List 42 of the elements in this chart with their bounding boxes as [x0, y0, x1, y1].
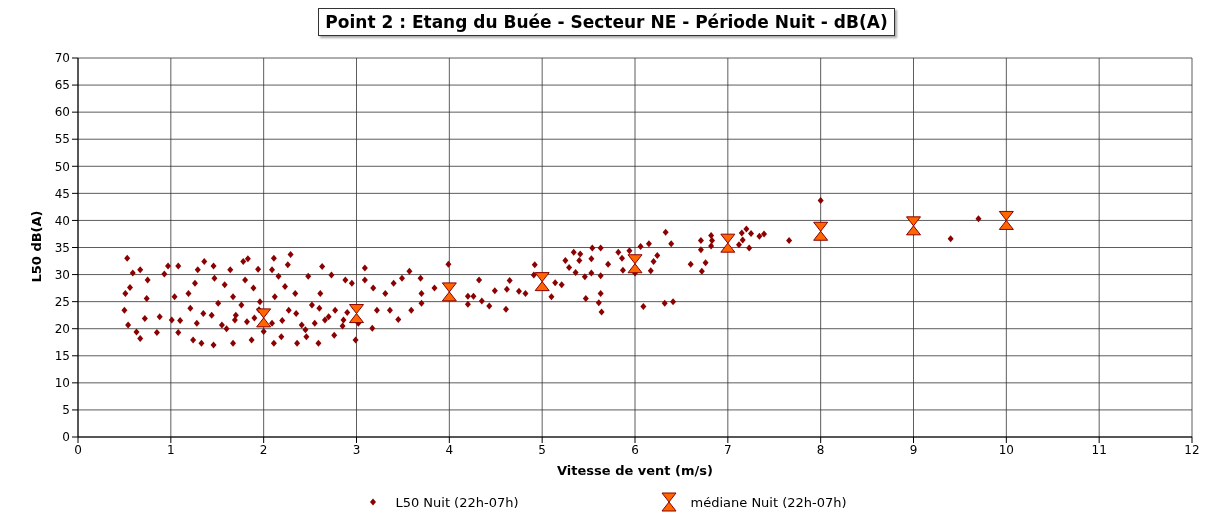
- x-tick-label: 11: [1091, 442, 1107, 457]
- y-tick-label: 60: [54, 105, 70, 120]
- y-tick-label: 50: [54, 159, 70, 174]
- y-tick-label: 65: [54, 78, 70, 93]
- x-tick-label: 12: [1184, 442, 1200, 457]
- point: [813, 221, 829, 241]
- point: [534, 272, 550, 292]
- y-tick-label: 20: [54, 321, 70, 336]
- y-tick-label: 35: [54, 240, 70, 255]
- x-tick-label: 0: [74, 442, 82, 457]
- y-tick-label: 45: [54, 186, 70, 201]
- y-tick-label: 5: [62, 403, 70, 418]
- x-tick-label: 6: [631, 442, 639, 457]
- chart-title: Point 2 : Etang du Buée - Secteur NE - Période Nuit - dB(A): [318, 8, 895, 36]
- legend-label: médiane Nuit (22h-07h): [690, 494, 847, 510]
- y-axis-title: L50 dB(A): [28, 210, 44, 283]
- x-tick-label: 8: [816, 442, 825, 457]
- y-tick-label: 0: [62, 430, 70, 445]
- x-tick-label: 5: [538, 442, 546, 457]
- y-tick-label: 15: [54, 349, 70, 364]
- point: [720, 233, 736, 253]
- x-axis-title: Vitesse de vent (m/s): [557, 463, 713, 478]
- y-tick-label: 55: [54, 132, 70, 147]
- point: [256, 308, 272, 328]
- y-tick-label: 10: [54, 376, 70, 391]
- point: [441, 282, 457, 302]
- x-tick-label: 9: [909, 442, 918, 457]
- x-tick-label: 10: [998, 442, 1014, 457]
- y-tick-label: 70: [54, 51, 70, 66]
- point: [627, 254, 643, 274]
- y-tick-label: 25: [54, 294, 70, 309]
- y-tick-label: 40: [54, 213, 70, 228]
- x-tick-label: 7: [724, 442, 732, 457]
- x-tick-label: 4: [445, 442, 454, 457]
- legend-label: L50 Nuit (22h-07h): [395, 494, 519, 510]
- x-tick-label: 1: [167, 442, 175, 457]
- point: [349, 304, 364, 324]
- point: [906, 216, 921, 236]
- x-tick-label: 2: [259, 442, 268, 457]
- x-tick-label: 3: [352, 442, 361, 457]
- y-tick-label: 30: [54, 267, 70, 282]
- point: [998, 210, 1014, 230]
